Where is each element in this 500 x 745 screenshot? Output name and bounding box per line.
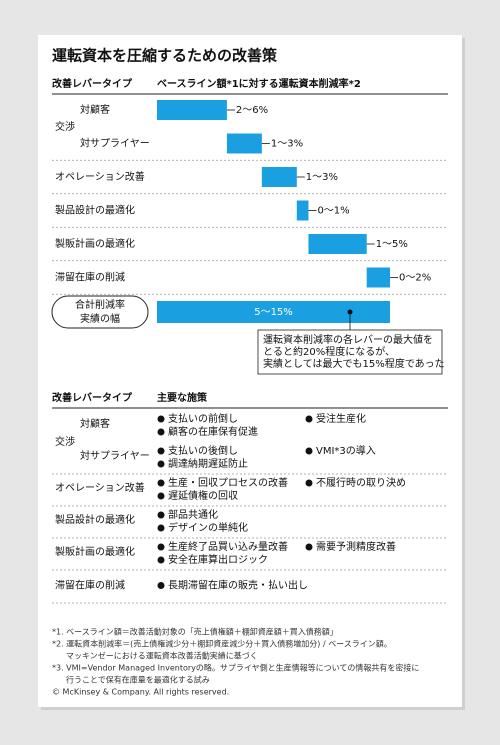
measure: 顧客の在庫保有促進 — [168, 425, 258, 438]
lever-label: 対サプライヤー — [80, 449, 150, 462]
bullet — [157, 524, 165, 532]
footnote: *1. ベースライン額＝改善活動対象の「売上債権額＋棚卸資産額＋買入債務額」 — [52, 627, 338, 637]
bullet — [157, 415, 165, 423]
group-label: 交渉 — [55, 120, 75, 133]
footnote: © McKinsey & Company. All rights reserve… — [52, 688, 229, 697]
total-label: 合計削減率 — [75, 298, 125, 311]
footnote: 行うことで保有在庫量を最適化する試み — [66, 675, 210, 685]
bullet — [157, 511, 165, 519]
bullet — [157, 556, 165, 564]
measure: 調達納期遅延防止 — [168, 457, 248, 470]
bar — [296, 200, 309, 221]
footnote: マッキンゼーにおける運転資本改善活動実績に基づく — [66, 651, 258, 661]
measure: 長期滞留在庫の販売・払い出し — [168, 579, 308, 592]
annotation-text: 実績としては最大でも15%程度であった — [263, 357, 445, 370]
measure: 需要予測精度改善 — [316, 540, 396, 553]
measure: 生産・回収プロセスの改善 — [168, 476, 288, 489]
bullet — [157, 428, 165, 436]
measure: 支払いの前倒し — [168, 412, 238, 425]
value-label: 0～2% — [399, 273, 431, 284]
measure: 支払いの後倒し — [168, 444, 238, 457]
annotation-text: とると約20%程度になるが、 — [263, 345, 395, 358]
total-bar — [157, 301, 390, 323]
lever-label: 滞留在庫の削減 — [55, 271, 125, 284]
bullet — [157, 447, 165, 455]
lever-label: 対サプライヤー — [80, 137, 150, 150]
measure: デザインの単純化 — [168, 521, 248, 534]
bullet — [305, 415, 313, 423]
bullet — [157, 492, 165, 500]
lever-label: オペレーション改善 — [55, 170, 145, 183]
bullet — [305, 543, 313, 551]
bullet — [157, 460, 165, 468]
measure: 遅延債権の回収 — [168, 489, 238, 502]
lever-label: 製品設計の最適化 — [55, 513, 135, 526]
footnote: *3. VMI=Vendor Managed Inventoryの略。サプライヤ… — [52, 663, 419, 673]
value-label: 0～1% — [317, 206, 349, 217]
value-label: 1～3% — [306, 172, 338, 183]
lever-header: 改善レバータイプ — [52, 77, 133, 90]
measure: 安全在庫算出ロジック — [168, 553, 268, 566]
group-label: 交渉 — [55, 435, 75, 448]
bar — [261, 167, 297, 187]
lever-label: 滞留在庫の削減 — [55, 579, 125, 592]
footnote: *2. 運転資本削減率＝(売上債権減少分＋棚卸資産減少分＋買入債務増加分) / … — [52, 639, 392, 649]
total-label-frame — [51, 295, 149, 329]
measure: 部品共通化 — [168, 508, 218, 521]
lever-label: 製販計画の最適化 — [55, 545, 135, 558]
lever-label: 対顧客 — [80, 417, 110, 430]
bullet — [157, 479, 165, 487]
value-header: ベースライン額*1に対する運転資本削減率*2 — [157, 77, 361, 90]
annotation-box — [257, 329, 443, 375]
bullet — [305, 479, 313, 487]
bullet — [157, 582, 165, 589]
total-label: 実績の幅 — [80, 312, 120, 325]
bar — [308, 234, 367, 254]
lever-label: 製品設計の最適化 — [55, 204, 135, 217]
title: 運転資本を圧縮するための改善策 — [52, 47, 278, 65]
lever-label: 製販計画の最適化 — [55, 237, 135, 250]
measure: VMI*3の導入 — [316, 444, 376, 457]
bar — [226, 133, 262, 154]
bullet — [157, 543, 165, 551]
bar — [366, 267, 390, 288]
measure: 生産終了品買い込み量改善 — [168, 540, 288, 553]
value-label: 2～6% — [236, 105, 268, 116]
table-header: 主要な施策 — [157, 391, 208, 404]
lever-label: オペレーション改善 — [55, 481, 145, 494]
total-value-label: 5～15% — [254, 307, 293, 318]
bar — [157, 100, 227, 120]
value-label: 1～3% — [271, 139, 303, 150]
annotation-text: 運転資本削減率の各レバーの最大値を — [263, 333, 433, 346]
lever-label: 対顧客 — [80, 103, 110, 116]
measure: 不履行時の取り決め — [316, 476, 406, 489]
bullet — [305, 447, 313, 455]
value-label: 1～5% — [376, 239, 408, 250]
table-header: 改善レバータイプ — [52, 391, 133, 404]
measure: 受注生産化 — [316, 412, 366, 425]
